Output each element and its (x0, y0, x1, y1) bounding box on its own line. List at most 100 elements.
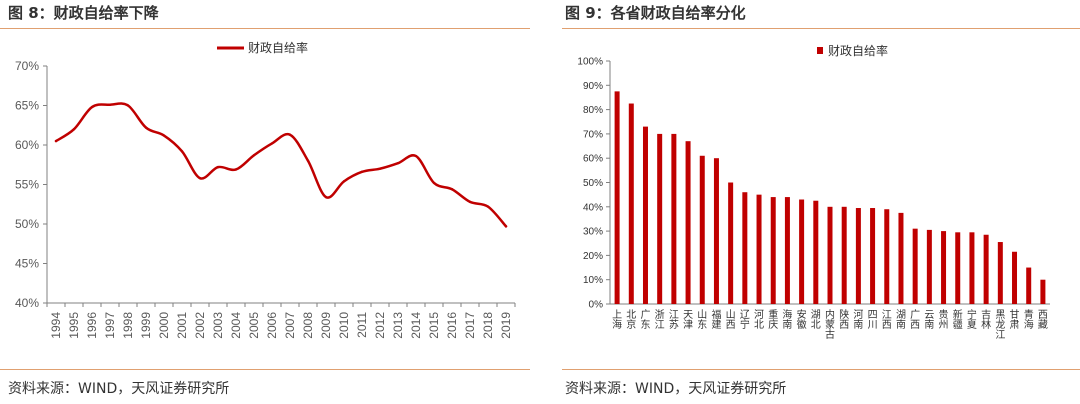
y-tick-label: 20% (583, 251, 603, 262)
x-category-char: 河 (853, 309, 863, 321)
x-category-char: 重 (768, 308, 778, 321)
x-category-label: 内蒙古 (825, 308, 835, 341)
x-tick-label: 2018 (481, 312, 495, 339)
bar-25 (955, 232, 961, 304)
y-tick-label: 40% (583, 202, 603, 213)
left-title-rule (0, 28, 530, 29)
data-point (450, 188, 454, 191)
x-category-label: 江西 (882, 309, 892, 331)
x-tick-label: 2011 (355, 312, 369, 338)
bar-31 (1040, 279, 1046, 304)
bar-17 (841, 206, 847, 304)
bar-7 (699, 155, 705, 304)
data-point (378, 167, 382, 170)
x-tick-label: 2019 (499, 312, 513, 339)
bar-15 (813, 200, 819, 304)
y-tick-label: 50% (583, 178, 603, 189)
x-category-label: 河南 (853, 309, 863, 331)
x-category-label: 广东 (640, 309, 650, 331)
x-tick-label: 1998 (121, 312, 135, 339)
bar-14 (799, 199, 805, 304)
x-category-char: 浙 (655, 309, 665, 321)
x-category-char: 西 (910, 320, 920, 331)
x-tick-label: 1997 (103, 312, 117, 339)
x-category-char: 蒙 (825, 318, 835, 331)
bar-10 (742, 192, 748, 304)
bar-27 (983, 234, 989, 304)
bar-28 (997, 242, 1003, 304)
x-tick-label: 1999 (139, 312, 153, 339)
data-point (180, 150, 184, 153)
data-point (306, 159, 310, 162)
x-category-char: 北 (811, 319, 821, 331)
series-line-fiscal-self-sufficiency (54, 102, 508, 228)
x-category-label: 西藏 (1038, 310, 1048, 331)
x-category-char: 青 (1024, 308, 1034, 321)
x-category-label: 甘肃 (1010, 308, 1020, 331)
bar-3 (642, 126, 648, 304)
bar-20 (884, 209, 890, 304)
data-point (162, 134, 166, 137)
x-category-label: 新疆 (953, 308, 963, 331)
data-point (198, 176, 202, 180)
x-category-char: 黑 (995, 309, 1005, 321)
left-source-rule (0, 369, 530, 370)
x-category-char: 徽 (797, 318, 807, 331)
y-tick-label: 70% (15, 59, 39, 73)
x-category-label: 福建 (711, 308, 721, 331)
bar-24 (941, 231, 947, 304)
x-category-char: 辽 (740, 309, 750, 321)
x-category-char: 福 (711, 308, 721, 321)
x-tick-label: 2005 (247, 312, 261, 339)
data-point (252, 154, 256, 157)
x-category-char: 江 (995, 329, 1005, 341)
bar-6 (685, 141, 691, 304)
left-source-note: 资料来源：WIND，天风证券研究所 (8, 381, 230, 397)
right-figure-panel: 图 9：各省财政自给率分化 0% 10% 20% 30% 40% 50% 60% 70% 80%… (562, 0, 1080, 404)
x-category-char: 贵 (939, 308, 949, 321)
bar-22 (912, 228, 918, 304)
x-category-char: 西 (1038, 310, 1048, 321)
bar-16 (827, 206, 833, 304)
x-tick-label: 2006 (265, 312, 279, 339)
x-category-label: 青海 (1024, 308, 1034, 331)
x-tick-label: 2003 (211, 312, 225, 339)
x-category-char: 海 (612, 318, 622, 331)
y-tick-label: 45% (15, 257, 39, 271)
bar-2 (628, 103, 634, 305)
x-category-char: 山 (726, 309, 736, 321)
x-category-char: 河 (754, 309, 764, 321)
x-category-char: 山 (697, 309, 707, 321)
x-category-char: 海 (1024, 318, 1034, 331)
x-category-label: 北京 (626, 309, 636, 331)
x-category-char: 东 (640, 318, 650, 331)
x-category-char: 州 (939, 319, 949, 331)
x-category-char: 江 (669, 309, 679, 321)
bar-18 (855, 208, 861, 304)
x-category-char: 津 (683, 319, 693, 331)
x-category-label: 浙江 (655, 309, 665, 331)
x-category-char: 龙 (995, 318, 1005, 331)
data-point (144, 126, 148, 129)
data-point (54, 139, 58, 143)
y-tick-label: 0% (589, 300, 604, 311)
bar-29 (1012, 251, 1018, 304)
bar-12 (770, 197, 776, 304)
x-category-char: 安 (797, 308, 807, 321)
x-category-char: 陕 (839, 308, 849, 321)
x-category-label: 吉林 (981, 309, 991, 331)
data-point (234, 168, 238, 171)
y-tick-label: 65% (15, 99, 39, 113)
x-category-char: 宁 (740, 318, 750, 331)
bar-4 (657, 133, 663, 304)
data-point (360, 170, 364, 174)
x-tick-label: 2000 (157, 312, 171, 339)
x-category-char: 西 (726, 320, 736, 331)
x-tick-label: 2007 (283, 312, 297, 339)
x-category-char: 北 (754, 319, 764, 331)
x-tick-label: 2009 (319, 312, 333, 339)
y-tick-label: 40% (15, 296, 39, 310)
x-category-char: 南 (782, 318, 792, 331)
x-category-label: 安徽 (797, 308, 807, 331)
right-source-note: 资料来源：WIND，天风证券研究所 (565, 381, 787, 397)
